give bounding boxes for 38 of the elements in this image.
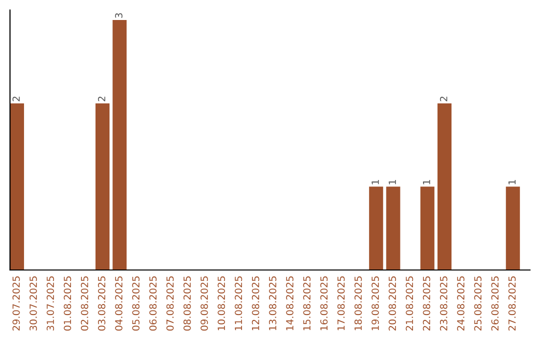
x-tick-label: 09.08.2025 bbox=[200, 276, 208, 331]
x-tick-label: 14.08.2025 bbox=[286, 276, 294, 330]
x-tick-label: 26.08.2025 bbox=[491, 276, 499, 331]
x-tick-label: 17.08.2025 bbox=[337, 276, 345, 330]
x-tick-label: 24.08.2025 bbox=[457, 276, 464, 331]
data-label: 1 bbox=[388, 180, 396, 184]
data-label: 3 bbox=[115, 13, 122, 18]
x-tick-label: 05.08.2025 bbox=[132, 276, 140, 331]
data-label: 1 bbox=[508, 180, 516, 184]
data-label: 1 bbox=[372, 180, 379, 184]
data-label: 1 bbox=[422, 180, 430, 184]
x-tick-label: 06.08.2025 bbox=[149, 276, 157, 331]
x-tick-label: 18.08.2025 bbox=[354, 276, 362, 330]
x-tick-label: 29.07.2025 bbox=[12, 276, 20, 331]
x-tick-label: 15.08.2025 bbox=[303, 276, 311, 330]
data-label: 2 bbox=[440, 96, 448, 102]
x-tick-label: 08.08.2025 bbox=[183, 276, 191, 331]
x-tick-label: 23.08.2025 bbox=[440, 276, 448, 331]
x-tick-label: 27.08.2025 bbox=[508, 276, 516, 331]
x-tick-label: 04.08.2025 bbox=[115, 276, 122, 331]
x-tick-label: 20.08.2025 bbox=[388, 276, 396, 331]
x-tick-label: 16.08.2025 bbox=[320, 276, 328, 330]
x-tick-label: 01.08.2025 bbox=[64, 276, 72, 331]
x-tick-label: 30.07.2025 bbox=[30, 276, 37, 330]
x-tick-label: 31.07.2025 bbox=[46, 276, 54, 330]
x-tick-label: 25.08.2025 bbox=[474, 276, 482, 331]
x-tick-label: 10.08.2025 bbox=[218, 276, 226, 330]
data-label: 2 bbox=[12, 96, 20, 102]
x-tick-label: 03.08.2025 bbox=[98, 276, 106, 331]
x-tick-label: 02.08.2025 bbox=[80, 276, 88, 331]
x-tick-label: 22.08.2025 bbox=[422, 276, 430, 331]
x-tick-label: 12.08.2025 bbox=[252, 276, 260, 330]
x-tick-label: 13.08.2025 bbox=[268, 276, 276, 330]
x-tick-label: 07.08.2025 bbox=[166, 276, 174, 331]
x-tick-label: 11.08.2025 bbox=[234, 276, 242, 330]
x-tick-label: 21.08.2025 bbox=[406, 276, 414, 331]
data-label: 2 bbox=[98, 96, 106, 102]
x-tick-label: 19.08.2025 bbox=[372, 276, 379, 330]
